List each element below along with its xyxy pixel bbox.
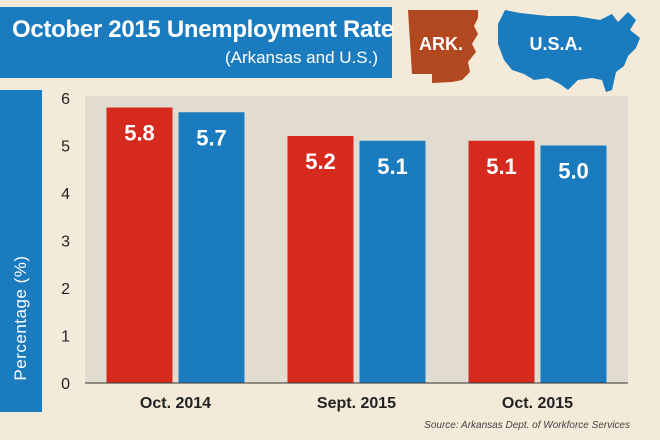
bar-value-label: 5.0 [558,159,589,184]
title-banner: October 2015 Unemployment Rate (Arkansas… [0,7,394,78]
bar-us [359,140,426,383]
x-tick-label: Oct. 2014 [140,395,211,412]
bars: 5.8 5.7 5.2 5.1 5.1 5.0 [106,107,607,383]
bar-value-label: 5.1 [377,154,408,179]
plot-background [85,96,628,383]
y-axis-ticks: 0 1 2 3 4 5 6 [61,91,70,393]
chart-subtitle: (Arkansas and U.S.) [224,48,378,67]
bar-arkansas [106,107,173,383]
y-tick-label: 0 [61,376,70,393]
bar-arkansas [287,136,354,383]
y-tick-label: 5 [61,139,70,156]
y-tick-label: 6 [61,91,70,108]
x-tick-label: Sept. 2015 [317,395,396,412]
x-tick-label: Oct. 2015 [502,395,573,412]
source-note: Source: Arkansas Dept. of Workforce Serv… [424,420,630,431]
bar-value-label: 5.2 [305,149,336,174]
bar-us [178,112,245,383]
y-tick-label: 2 [61,281,70,298]
bar-value-label: 5.7 [196,125,227,150]
bar-arkansas [468,140,535,383]
y-tick-label: 4 [61,186,70,203]
y-tick-label: 1 [61,329,70,346]
chart-title: October 2015 Unemployment Rate [12,16,394,43]
y-axis-label-banner: Percentage (%) [0,90,42,412]
bar-value-label: 5.8 [124,121,155,146]
bar-value-label: 5.1 [486,154,517,179]
bar-us [540,145,607,383]
x-axis-labels: Oct. 2014 Sept. 2015 Oct. 2015 [140,395,573,412]
y-tick-label: 3 [61,234,70,251]
